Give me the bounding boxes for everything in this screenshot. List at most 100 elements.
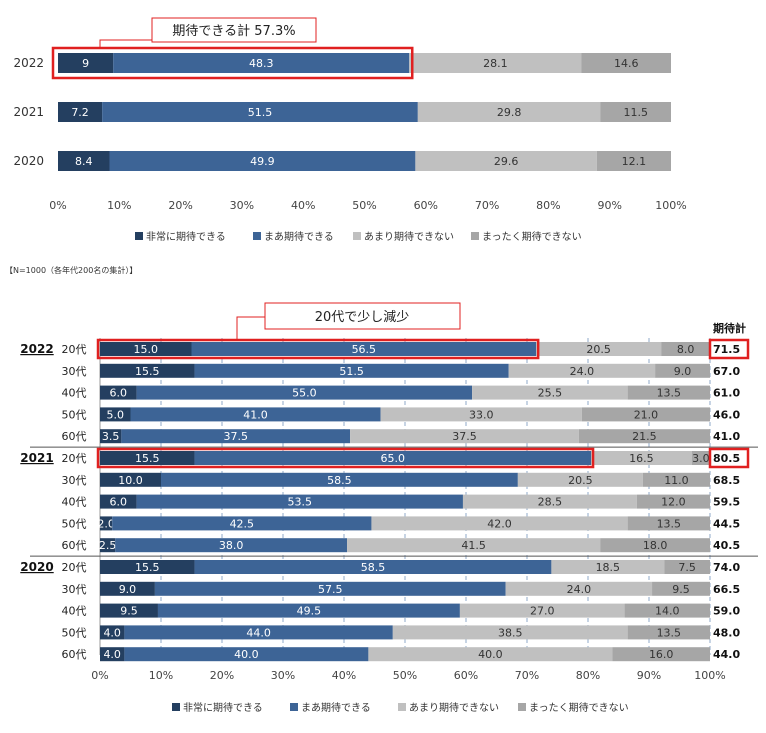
bar-segment xyxy=(505,581,653,596)
bar-segment xyxy=(655,363,710,378)
callout-text: 期待できる計 57.3% xyxy=(172,23,295,39)
bar-segment xyxy=(58,151,110,171)
x-tick-label: 20% xyxy=(168,199,192,212)
data-label: 29.8 xyxy=(497,106,522,119)
data-label: 48.3 xyxy=(249,57,274,70)
bar-segment xyxy=(109,151,416,171)
legend-swatch xyxy=(253,232,261,240)
data-label: 20.5 xyxy=(568,474,593,487)
bar-segment xyxy=(100,385,137,400)
legend-swatch xyxy=(172,703,180,711)
data-label: 16.5 xyxy=(629,452,654,465)
bar-segment xyxy=(58,102,103,122)
data-label: 2.5 xyxy=(99,539,117,552)
x-tick-label: 40% xyxy=(291,199,315,212)
bar-segment xyxy=(100,342,192,356)
bar-segment xyxy=(161,472,518,487)
callout-box xyxy=(151,17,317,43)
bar-segment xyxy=(100,560,195,574)
category-label: 20代 xyxy=(62,452,87,465)
legend-entry: まあ期待できる xyxy=(264,230,334,243)
data-label: 40.0 xyxy=(478,648,503,661)
x-tick-label: 70% xyxy=(475,199,499,212)
bar-segment xyxy=(191,342,537,356)
data-label: 9.5 xyxy=(120,605,138,618)
bar-segment xyxy=(136,385,473,400)
x-tick-label: 100% xyxy=(694,669,725,682)
bar-segment xyxy=(157,603,460,618)
group-label: 2022 xyxy=(20,342,53,356)
data-label: 3.5 xyxy=(102,430,120,443)
data-label: 29.6 xyxy=(494,155,519,168)
data-label: 21.5 xyxy=(632,430,657,443)
bar-segment xyxy=(100,407,131,422)
x-tick-label: 60% xyxy=(454,669,478,682)
bar-segment xyxy=(652,581,710,596)
x-tick-label: 30% xyxy=(230,199,254,212)
bar-segment xyxy=(368,647,613,662)
bar-segment xyxy=(371,516,628,531)
bar-segment xyxy=(347,538,601,553)
bar-segment xyxy=(462,494,637,509)
bar-segment xyxy=(600,102,671,122)
data-label: 11.5 xyxy=(624,106,649,119)
group-label: 2021 xyxy=(20,451,53,465)
data-label: 15.5 xyxy=(135,561,160,574)
data-label: 18.0 xyxy=(643,539,668,552)
data-label: 44.0 xyxy=(246,626,271,639)
data-label: 55.0 xyxy=(292,387,317,400)
data-label: 37.5 xyxy=(452,430,477,443)
bar-segment xyxy=(100,538,116,553)
group-label: 2020 xyxy=(20,560,53,574)
bar-segment xyxy=(100,472,161,487)
bar-segment xyxy=(194,560,552,574)
data-label: 41.0 xyxy=(243,408,268,421)
legend-swatch xyxy=(290,703,298,711)
bar-segment xyxy=(58,53,114,73)
data-label: 37.5 xyxy=(223,430,248,443)
total-value: 59.0 xyxy=(713,605,740,618)
bar-segment xyxy=(100,363,195,378)
bar-segment xyxy=(472,385,628,400)
total-value: 61.0 xyxy=(713,387,740,400)
data-label: 51.5 xyxy=(248,106,273,119)
data-label: 9.5 xyxy=(672,583,690,596)
category-label: 2020 xyxy=(13,154,44,168)
bar-segment xyxy=(194,451,592,465)
bar-segment xyxy=(517,472,643,487)
data-label: 14.6 xyxy=(614,57,639,70)
legend-swatch xyxy=(471,232,479,240)
category-label: 2021 xyxy=(13,105,44,119)
data-label: 2.0 xyxy=(97,517,115,530)
bar-segment xyxy=(350,429,579,444)
data-label: 58.5 xyxy=(361,561,386,574)
bar-segment xyxy=(664,560,710,574)
bar-segment xyxy=(627,625,710,640)
data-label: 7.5 xyxy=(678,561,696,574)
legend-swatch xyxy=(398,703,406,711)
data-label: 5.0 xyxy=(107,408,125,421)
bar-segment xyxy=(409,53,582,73)
bar-segment xyxy=(115,538,348,553)
bar-segment xyxy=(600,538,710,553)
category-label: 60代 xyxy=(62,539,87,552)
data-label: 15.5 xyxy=(135,365,160,378)
highlight-box xyxy=(96,447,595,469)
bar-segment xyxy=(642,472,710,487)
data-label: 65.0 xyxy=(381,452,406,465)
category-label: 2022 xyxy=(13,56,44,70)
highlight-box xyxy=(708,447,750,469)
total-value: 66.5 xyxy=(713,583,740,596)
legend-entry: 非常に期待できる xyxy=(146,230,226,243)
data-label: 13.5 xyxy=(657,626,682,639)
x-tick-label: 90% xyxy=(597,199,621,212)
bar-segment xyxy=(661,342,710,356)
category-label: 20代 xyxy=(62,561,87,574)
category-label: 40代 xyxy=(62,496,87,509)
bar-segment xyxy=(596,151,671,171)
bar-segment xyxy=(459,603,625,618)
data-label: 4.0 xyxy=(103,626,121,639)
bar-segment xyxy=(113,53,410,73)
data-label: 10.0 xyxy=(118,474,143,487)
